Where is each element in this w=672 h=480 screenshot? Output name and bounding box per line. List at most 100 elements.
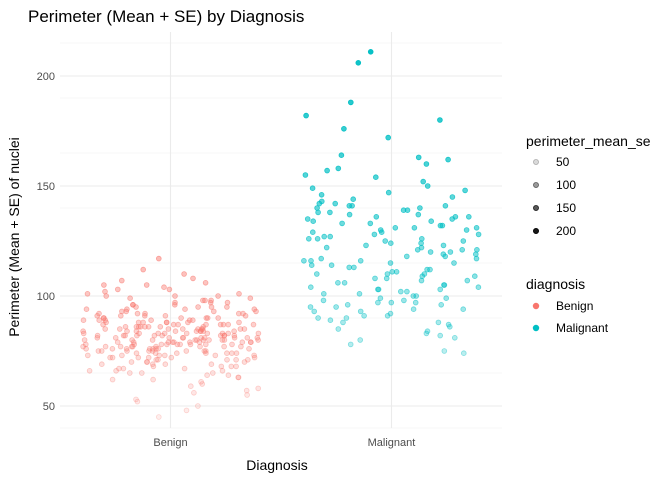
data-point [341, 126, 347, 132]
x-axis-ticks: Benign Malignant [153, 437, 415, 449]
data-point [198, 326, 205, 332]
data-point [156, 352, 163, 359]
data-point [445, 321, 452, 328]
data-point [231, 328, 237, 335]
data-point [217, 332, 224, 339]
data-point [145, 354, 152, 361]
data-point [451, 260, 457, 266]
data-point [221, 343, 227, 350]
data-point [203, 350, 209, 357]
data-point [224, 356, 230, 363]
data-point [446, 323, 453, 330]
data-point [225, 372, 232, 379]
data-point [250, 321, 257, 328]
data-point [169, 339, 176, 346]
data-point [83, 341, 89, 348]
data-point [438, 301, 445, 308]
data-point [403, 253, 410, 260]
data-point [161, 284, 167, 291]
data-point [451, 334, 458, 341]
data-point [236, 290, 242, 297]
data-point [204, 372, 210, 379]
data-point [183, 407, 190, 414]
data-point [221, 337, 228, 343]
data-point [428, 218, 435, 225]
data-point [421, 271, 428, 277]
data-point [415, 211, 422, 218]
data-point [224, 299, 231, 306]
data-point [170, 321, 177, 328]
data-point [107, 354, 113, 361]
data-point [255, 385, 262, 392]
data-point [383, 275, 390, 282]
data-point [233, 350, 240, 357]
data-point [119, 352, 125, 359]
data-point [221, 332, 228, 339]
data-point [127, 295, 133, 302]
data-point [178, 315, 184, 321]
data-point [410, 306, 417, 313]
legend-color: diagnosis Benign Malignant [526, 276, 609, 335]
data-point [150, 363, 157, 370]
data-point [155, 330, 162, 337]
data-point [188, 383, 194, 390]
data-point [137, 323, 144, 330]
data-point [219, 330, 226, 337]
data-point [459, 247, 466, 253]
data-point [254, 334, 261, 341]
data-point [460, 238, 467, 244]
y-axis-ticks: 50 100 150 200 [37, 71, 55, 413]
data-point [327, 209, 333, 216]
data-point [85, 352, 91, 359]
legend-alpha-key [533, 204, 540, 211]
data-point [109, 345, 116, 352]
data-point [163, 319, 170, 326]
data-point [119, 308, 125, 315]
data-point [172, 293, 178, 299]
data-point [401, 297, 407, 304]
data-point [475, 231, 482, 238]
data-point [117, 326, 123, 332]
chart-title: Perimeter (Mean + SE) by Diagnosis [28, 7, 304, 26]
data-point [134, 398, 141, 405]
data-point [145, 323, 152, 330]
data-point [420, 178, 427, 185]
data-point [183, 330, 190, 337]
data-point [346, 203, 353, 209]
data-point [203, 348, 209, 354]
data-point [128, 343, 135, 350]
data-point [102, 343, 109, 350]
data-point [94, 312, 100, 319]
data-point [187, 339, 193, 346]
y-tick-label: 100 [37, 291, 55, 303]
data-point [388, 299, 395, 306]
data-point [307, 304, 314, 310]
data-point [245, 356, 251, 363]
data-point [424, 328, 431, 335]
data-point [442, 203, 449, 209]
data-point [327, 317, 334, 324]
data-point [157, 323, 164, 330]
data-point [418, 240, 424, 247]
y-tick-label: 200 [37, 71, 55, 83]
data-points [80, 48, 482, 420]
data-point [116, 365, 122, 372]
data-point [387, 240, 394, 247]
data-point [323, 244, 330, 251]
data-point [236, 319, 242, 326]
data-point [198, 328, 204, 335]
data-point [251, 306, 258, 313]
data-point [225, 330, 232, 337]
data-point [221, 332, 228, 339]
data-point [437, 286, 444, 293]
data-point [343, 315, 350, 321]
data-point [384, 271, 391, 277]
data-point [194, 337, 200, 343]
data-point [151, 332, 158, 339]
data-point [357, 308, 364, 315]
legend-alpha-label: 150 [556, 201, 576, 215]
data-point [224, 350, 230, 357]
data-point [473, 225, 480, 231]
data-point [198, 334, 204, 341]
data-point [475, 284, 482, 291]
